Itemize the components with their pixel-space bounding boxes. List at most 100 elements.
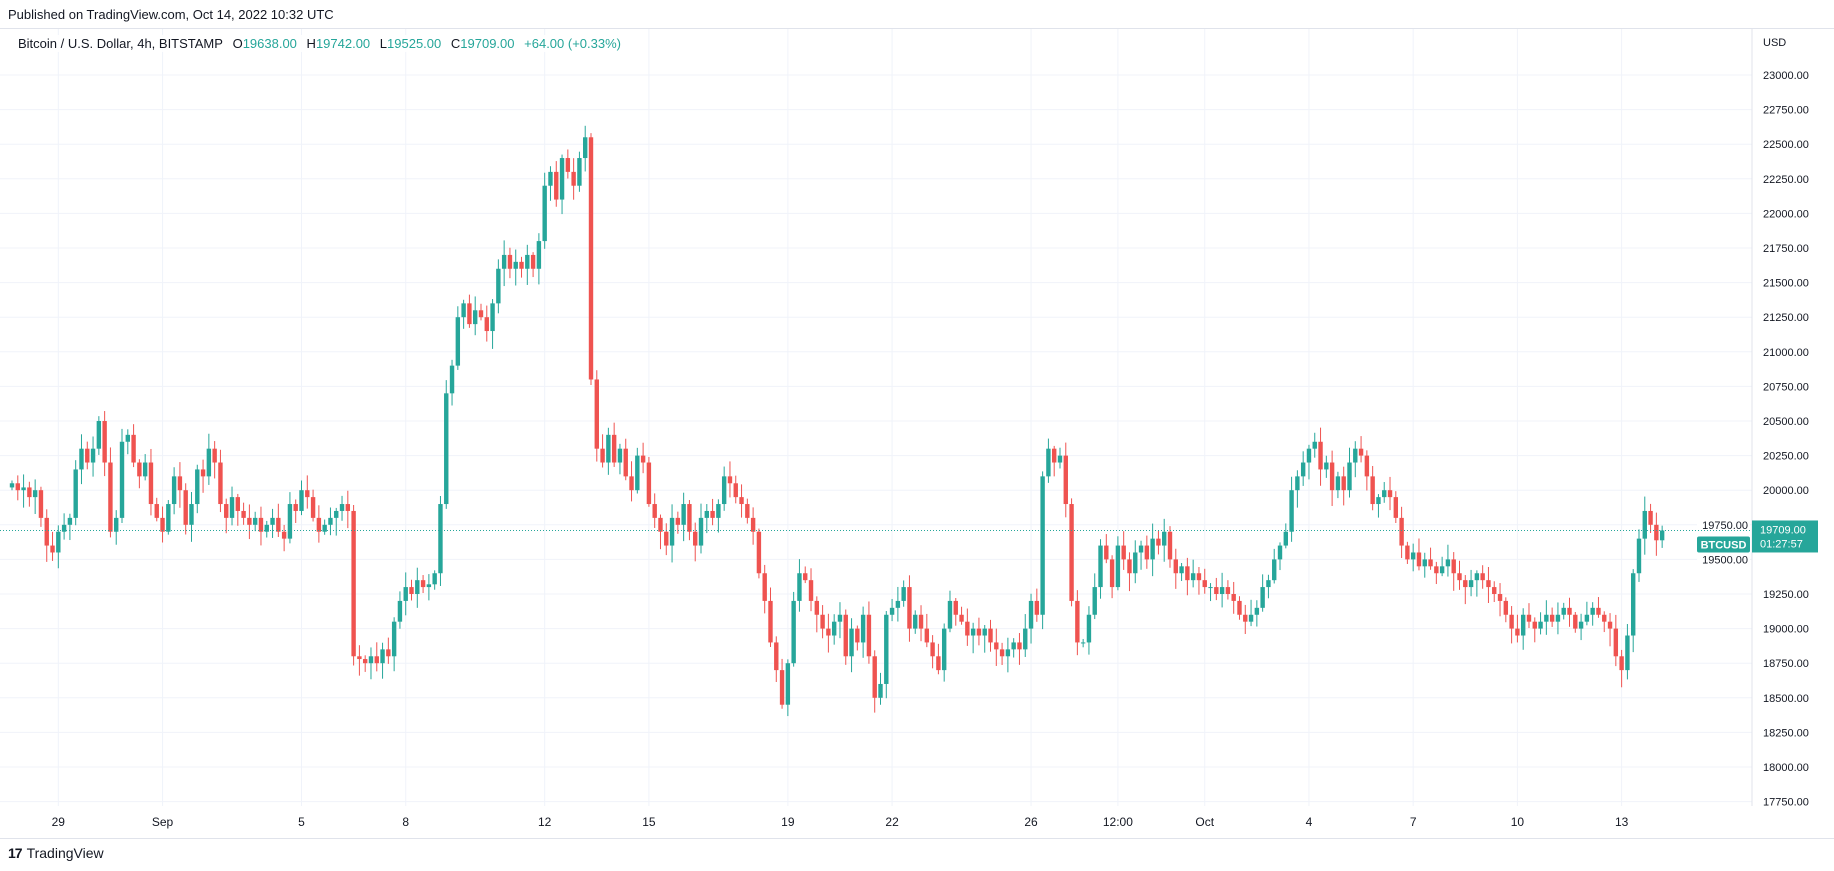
candle [177,462,183,508]
y-tick-label: 18750.00 [1763,658,1809,670]
candle [1596,597,1601,618]
candle [1474,570,1480,597]
candle [496,259,501,314]
candle [1300,451,1306,486]
candle [513,249,518,286]
candle [114,510,119,545]
y-tick-label: 22500.00 [1763,139,1809,151]
candle [252,511,258,532]
candle [872,650,877,713]
y-tick-label: 20000.00 [1763,485,1809,497]
candle-body [913,614,918,629]
candle [1631,569,1636,653]
candle [994,628,999,666]
candle-body [455,317,461,366]
candle [1451,552,1456,591]
candle-body [710,510,715,518]
candle [976,617,982,646]
candle [826,613,831,653]
candle-body [1092,587,1097,615]
candle [855,625,860,651]
candle [721,466,727,511]
candle [895,586,901,622]
candle [843,609,848,665]
candle-body [1503,600,1509,615]
candle [438,496,443,586]
candle-body [1057,455,1063,463]
candle-body [478,310,484,318]
candle-body [930,642,935,657]
candle-body [189,504,194,525]
candle [588,133,594,386]
candle [1497,583,1503,617]
candle [299,480,304,516]
candle-body [1549,614,1555,622]
candle [519,256,524,278]
candle [629,461,634,502]
symbol-badge-label: BTCUSD [1701,539,1747,551]
candle [907,575,912,642]
candle [791,591,796,667]
candle-body [362,659,368,664]
candle-body [750,517,756,532]
candle-body [357,656,362,660]
candle-body [1376,497,1381,505]
candle-body [1295,476,1300,491]
candle [1347,447,1352,498]
y-tick-label: 18000.00 [1763,762,1809,774]
candle-body [1173,559,1178,574]
candle [189,491,194,542]
candle-body [600,448,605,463]
candle [1387,476,1393,511]
candle [860,606,866,658]
candle-body [507,254,513,269]
candle [224,498,229,534]
candle [1532,617,1537,643]
candle [1306,444,1312,480]
candle-body [1138,545,1144,553]
candle-body [1596,607,1601,615]
candle-body [548,171,553,186]
candle-body [1162,531,1167,546]
candle-body [1104,545,1109,560]
candle [1549,607,1555,627]
candle [814,596,820,633]
candle-body [67,517,73,525]
candle-body [496,268,501,304]
candle [727,461,733,498]
symbol-title: Bitcoin / U.S. Dollar, 4h, BITSTAMP [18,36,223,51]
candle [1167,526,1173,568]
candle-body [1526,614,1532,622]
candle [21,474,26,508]
candle-body [1555,614,1561,622]
candle-body [276,517,281,532]
candle [27,481,32,507]
candle [1150,523,1155,577]
candle-body [345,504,351,511]
candle-body [768,600,773,643]
candle [1480,565,1485,589]
candle-body [675,517,681,525]
candle [681,492,686,542]
candle [183,483,188,535]
candle-body [235,497,241,511]
y-tick-label: 21000.00 [1763,347,1809,359]
candle-body [1219,587,1225,594]
x-tick-label: 26 [1024,815,1038,829]
candle [426,574,432,601]
candle [1190,559,1196,588]
candle [449,359,455,406]
candle-body [1005,649,1011,657]
candle [386,637,391,664]
candle [339,495,345,521]
candle-body [999,649,1005,657]
candle [1503,597,1509,623]
candle-body [1023,628,1028,650]
candle [142,454,148,481]
candle-body [334,510,339,518]
change-value: +64.00 (+0.33%) [524,36,621,51]
candle-body [148,462,154,505]
candle-body [108,462,113,532]
candle-body [1544,614,1549,622]
